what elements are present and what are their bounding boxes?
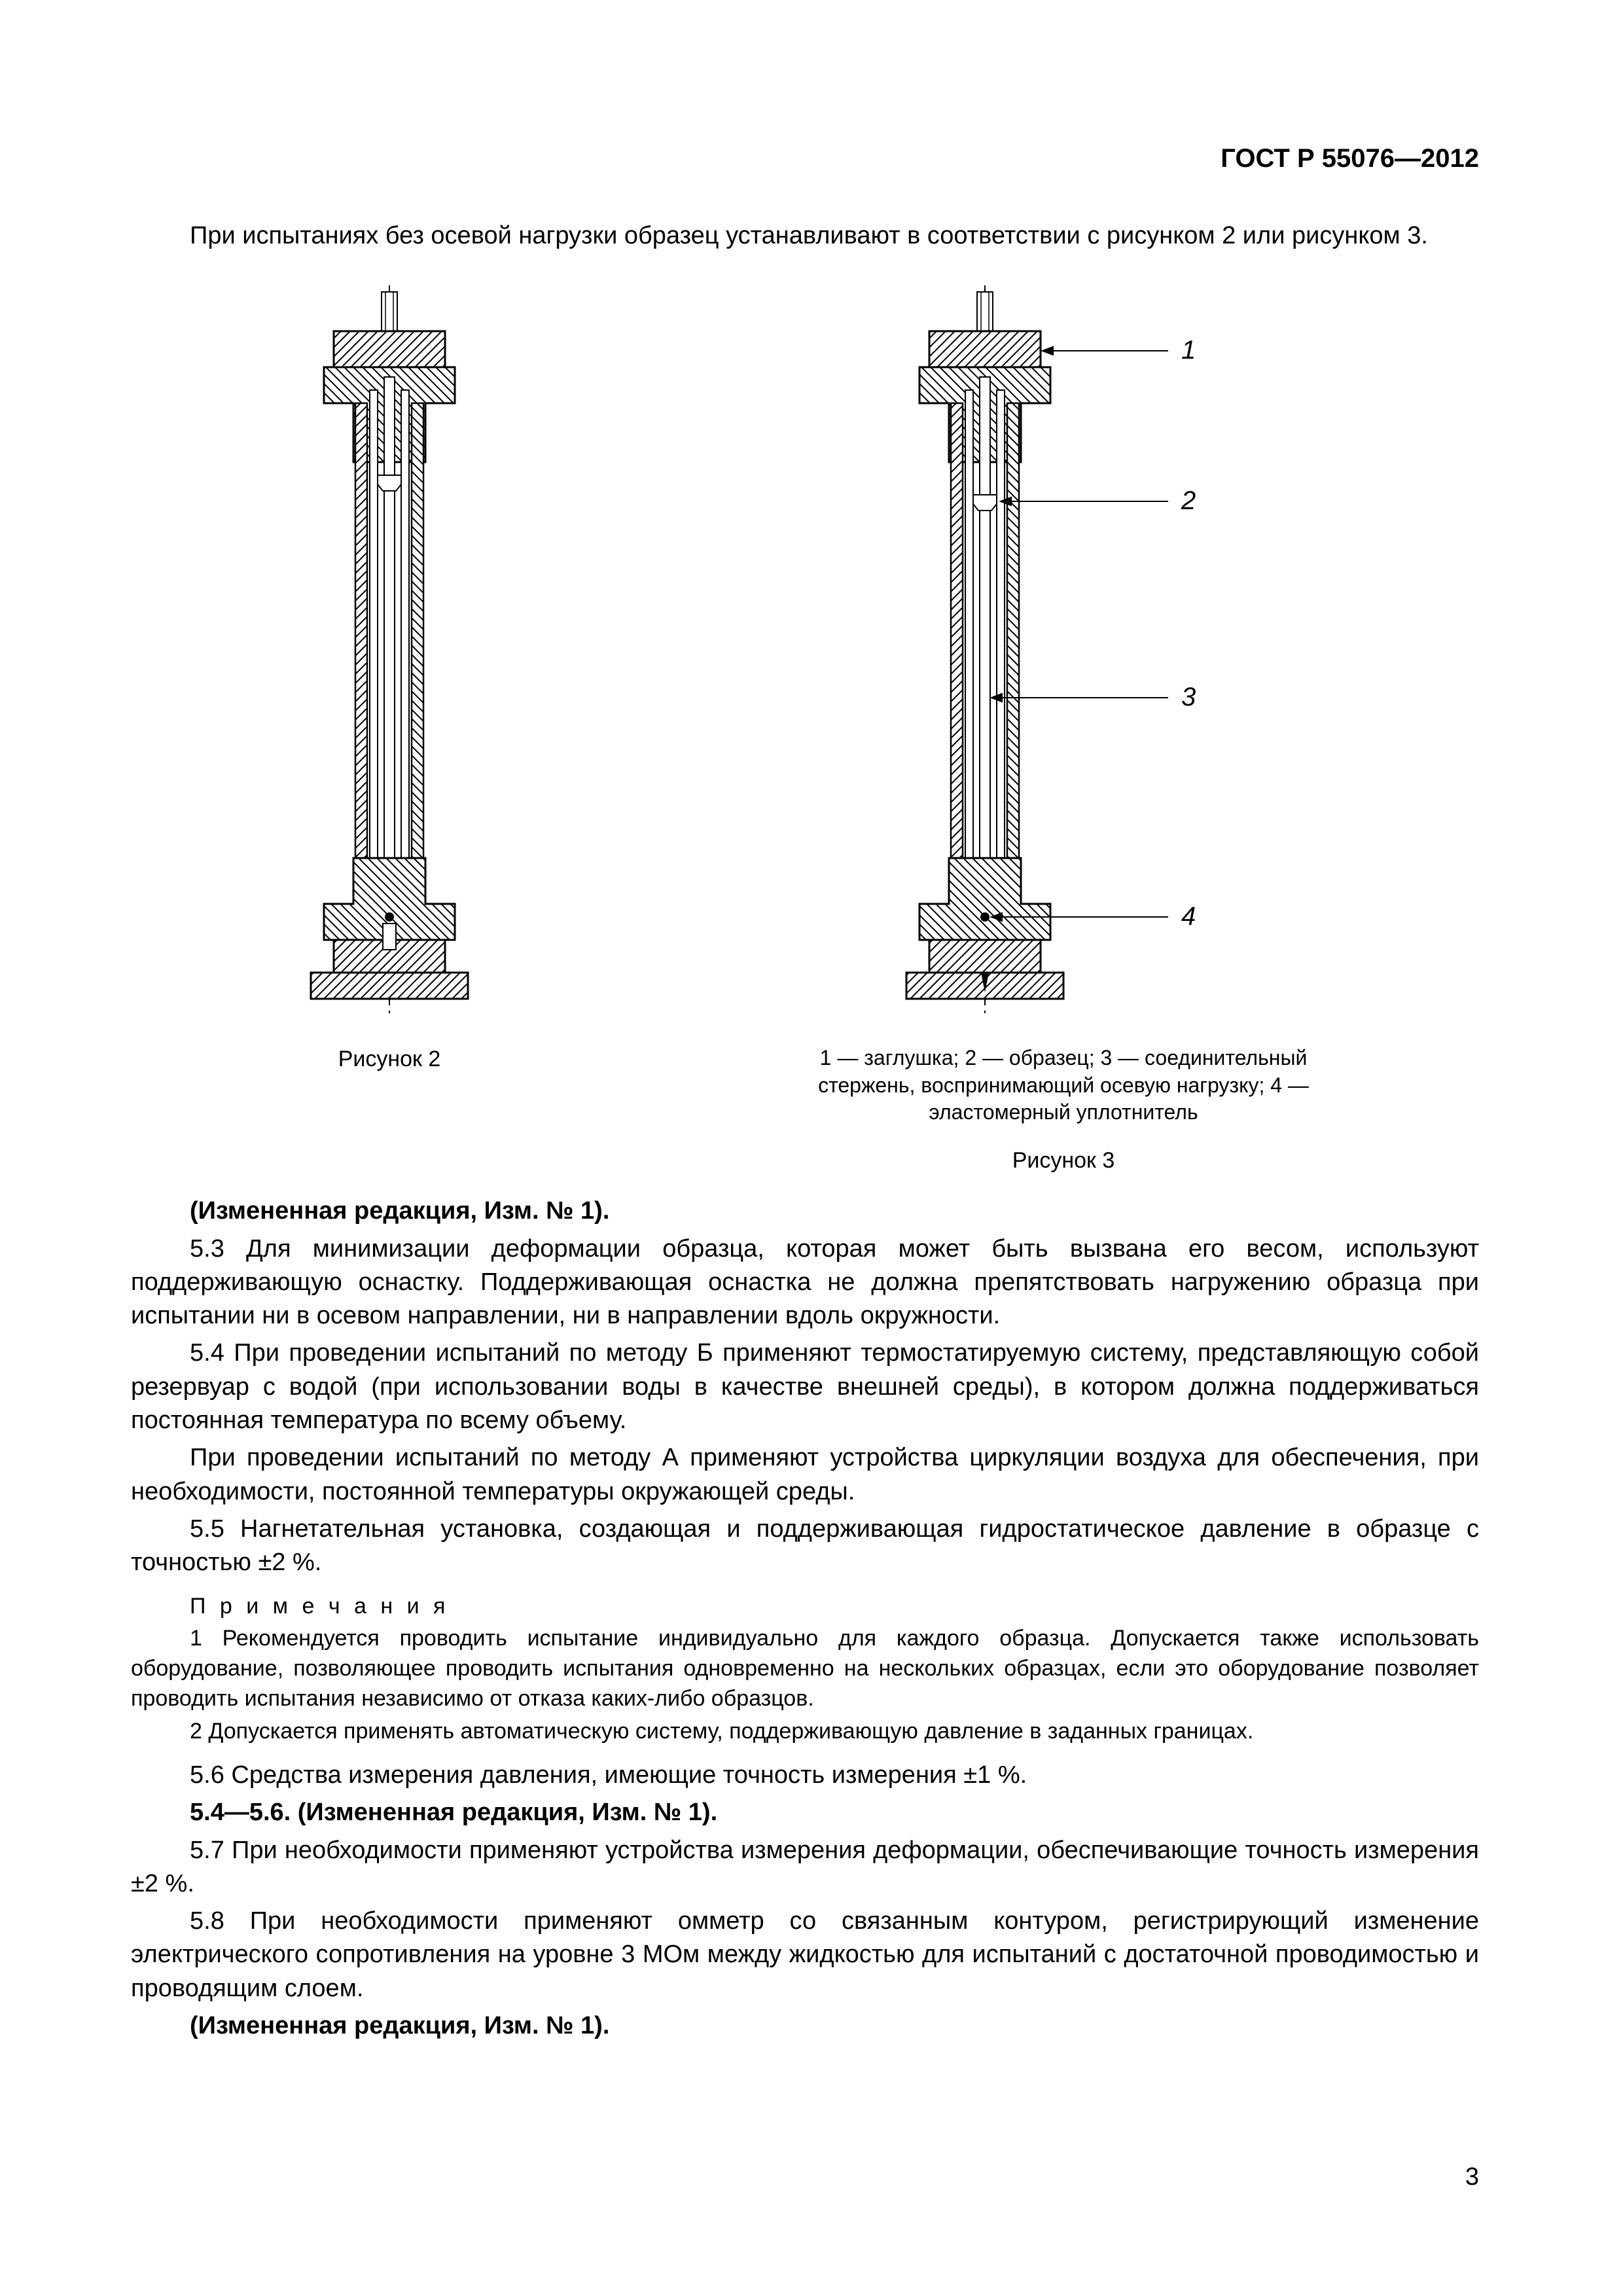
page-root: ГОСТ Р 55076—2012 При испытаниях без осе… <box>0 0 1623 2296</box>
note-2: 2 Допускается применять автоматическую с… <box>131 1717 1479 1747</box>
p-5-6: 5.6 Средства измерения давления, имеющие… <box>131 1759 1479 1792</box>
amend-2: (Измененная редакция, Изм. № 1). <box>131 2009 1479 2043</box>
doc-header: ГОСТ Р 55076—2012 <box>131 144 1479 173</box>
sections-block: (Измененная редакция, Изм. № 1). 5.3 Для… <box>131 1194 1479 1579</box>
figures-row: Рисунок 2 <box>131 279 1479 1175</box>
p-5-8: 5.8 При необходимости применяют омметр с… <box>131 1905 1479 2005</box>
p-5-4b: При проведении испытаний по методу А при… <box>131 1441 1479 1509</box>
fig3-label-3: 3 <box>1181 683 1196 711</box>
figure-2: Рисунок 2 <box>265 279 514 1073</box>
p-5-5: 5.5 Нагнетательная установка, создающая … <box>131 1513 1479 1580</box>
p-5-4-5-6: 5.4—5.6. (Измененная редакция, Изм. № 1)… <box>131 1796 1479 1829</box>
p-5-3: 5.3 Для минимизации деформации образца, … <box>131 1232 1479 1333</box>
page-number: 3 <box>1465 2163 1479 2191</box>
fig3-caption: Рисунок 3 <box>1012 1146 1115 1175</box>
fig2-caption: Рисунок 2 <box>338 1045 441 1073</box>
notes-block: П р и м е ч а н и я 1 Рекомендуется пров… <box>131 1592 1479 1747</box>
amend-1: (Измененная редакция, Изм. № 1). <box>131 1194 1479 1228</box>
figure-3: 1 2 3 4 1 — заглушка; 2 — образец; 3 — с… <box>782 279 1345 1175</box>
intro-block: При испытаниях без осевой нагрузки образ… <box>131 219 1479 253</box>
fig3-label-4: 4 <box>1181 902 1196 931</box>
p-5-7: 5.7 При необходимости применяют устройст… <box>131 1834 1479 1901</box>
notes-title: П р и м е ч а н и я <box>131 1592 1479 1622</box>
sections-block-2: 5.6 Средства измерения давления, имеющие… <box>131 1759 1479 2043</box>
fig3-label-2: 2 <box>1181 486 1196 515</box>
fig3-legend: 1 — заглушка; 2 — образец; 3 — соедините… <box>782 1045 1345 1126</box>
p-5-4: 5.4 При проведении испытаний по методу Б… <box>131 1336 1479 1437</box>
note-1: 1 Рекомендуется проводить испытание инди… <box>131 1624 1479 1714</box>
figure-3-svg: 1 2 3 4 <box>861 279 1266 1025</box>
fig3-label-1: 1 <box>1181 336 1196 365</box>
figure-2-svg <box>265 279 514 1025</box>
intro-p1: При испытаниях без осевой нагрузки образ… <box>131 219 1479 253</box>
